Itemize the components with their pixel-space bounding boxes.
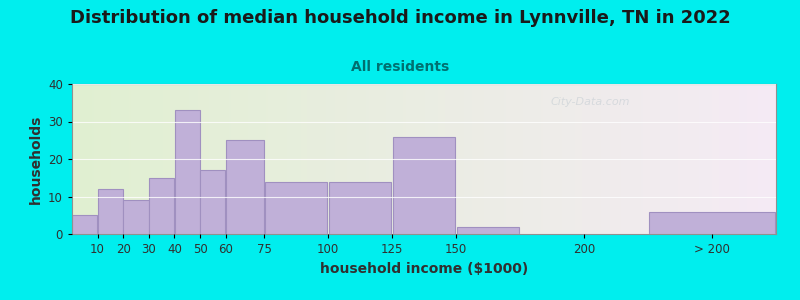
Bar [174, 110, 200, 234]
Bar [149, 178, 174, 234]
Text: City-Data.com: City-Data.com [550, 97, 630, 107]
Bar [393, 136, 455, 234]
Bar [200, 170, 226, 234]
Y-axis label: households: households [29, 114, 42, 204]
Bar [329, 182, 391, 234]
Bar [650, 212, 774, 234]
Bar [226, 140, 264, 234]
X-axis label: household income ($1000): household income ($1000) [320, 262, 528, 276]
Bar [72, 215, 98, 234]
Bar [265, 182, 327, 234]
Text: All residents: All residents [351, 60, 449, 74]
Text: Distribution of median household income in Lynnville, TN in 2022: Distribution of median household income … [70, 9, 730, 27]
Bar [457, 226, 519, 234]
Bar [123, 200, 149, 234]
Bar [98, 189, 123, 234]
